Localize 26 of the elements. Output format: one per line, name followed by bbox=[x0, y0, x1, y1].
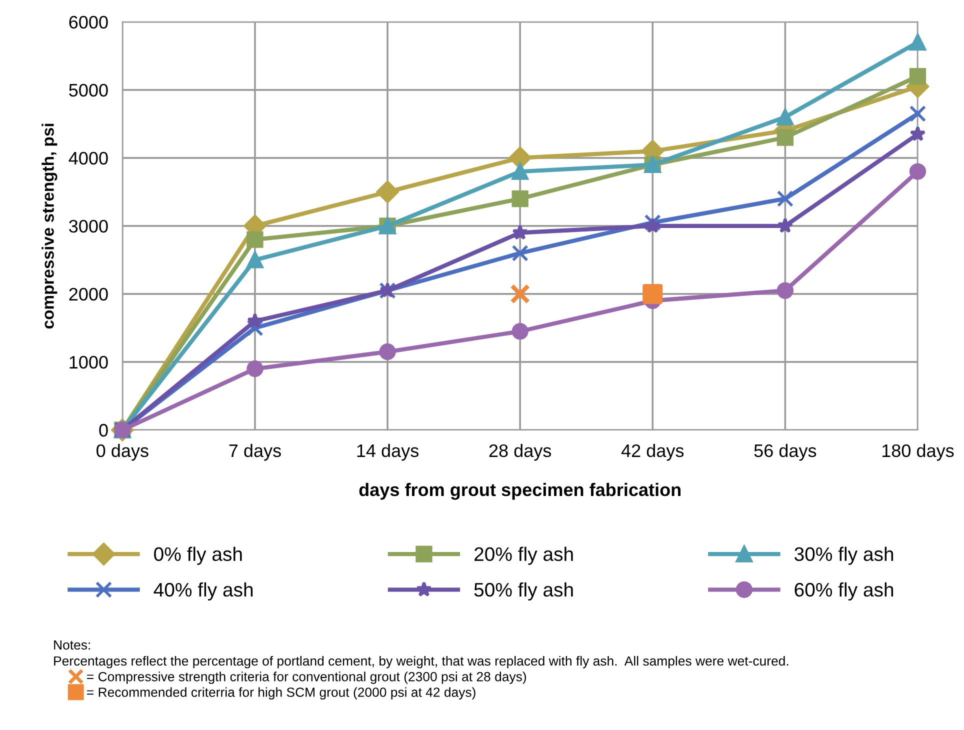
legend-label: 0% fly ash bbox=[154, 546, 242, 565]
y-axis-title: compressive strength, psi bbox=[42, 124, 58, 329]
y-tick-label: 4000 bbox=[68, 152, 108, 165]
x-tick-label: 180 days bbox=[882, 444, 954, 461]
text: Notes: bbox=[54, 640, 90, 650]
x-tick-label: 28 days bbox=[489, 444, 552, 461]
y-tick-label: 0 bbox=[99, 424, 108, 437]
legend-label: = Compressive strength criteria for conventional grout (2300 psi at 28 days) bbox=[87, 672, 526, 684]
legend-label: 50% fly ash bbox=[474, 582, 573, 600]
y-tick-label: 2000 bbox=[69, 288, 108, 301]
x-tick-label: 56 days bbox=[754, 444, 816, 461]
x-tick-label: 7 days bbox=[229, 444, 281, 461]
legend-label: 20% fly ash bbox=[474, 546, 573, 565]
y-tick-label: 5000 bbox=[69, 84, 108, 97]
x-tick-label: 14 days bbox=[357, 444, 418, 461]
legend-label: 40% fly ash bbox=[154, 582, 253, 600]
legend-label: 30% fly ash bbox=[794, 546, 894, 565]
legend-label: 60% fly ash bbox=[794, 582, 894, 600]
y-tick-label: 1000 bbox=[70, 356, 108, 369]
x-tick-label: 42 days bbox=[621, 444, 684, 461]
x-axis-title: days from grout specimen fabrication bbox=[359, 482, 680, 500]
y-tick-label: 6000 bbox=[69, 16, 108, 29]
y-tick-label: 3000 bbox=[69, 220, 108, 233]
x-tick-label: 0 days bbox=[96, 444, 148, 461]
text: Percentages reflect the percentage of portland cement, by weight, that was replaced with fly ash. All samples were wet-cured. bbox=[54, 656, 788, 668]
legend-label: = Recommended criterria for high SCM grout (2000 psi at 42 days) bbox=[87, 687, 476, 700]
